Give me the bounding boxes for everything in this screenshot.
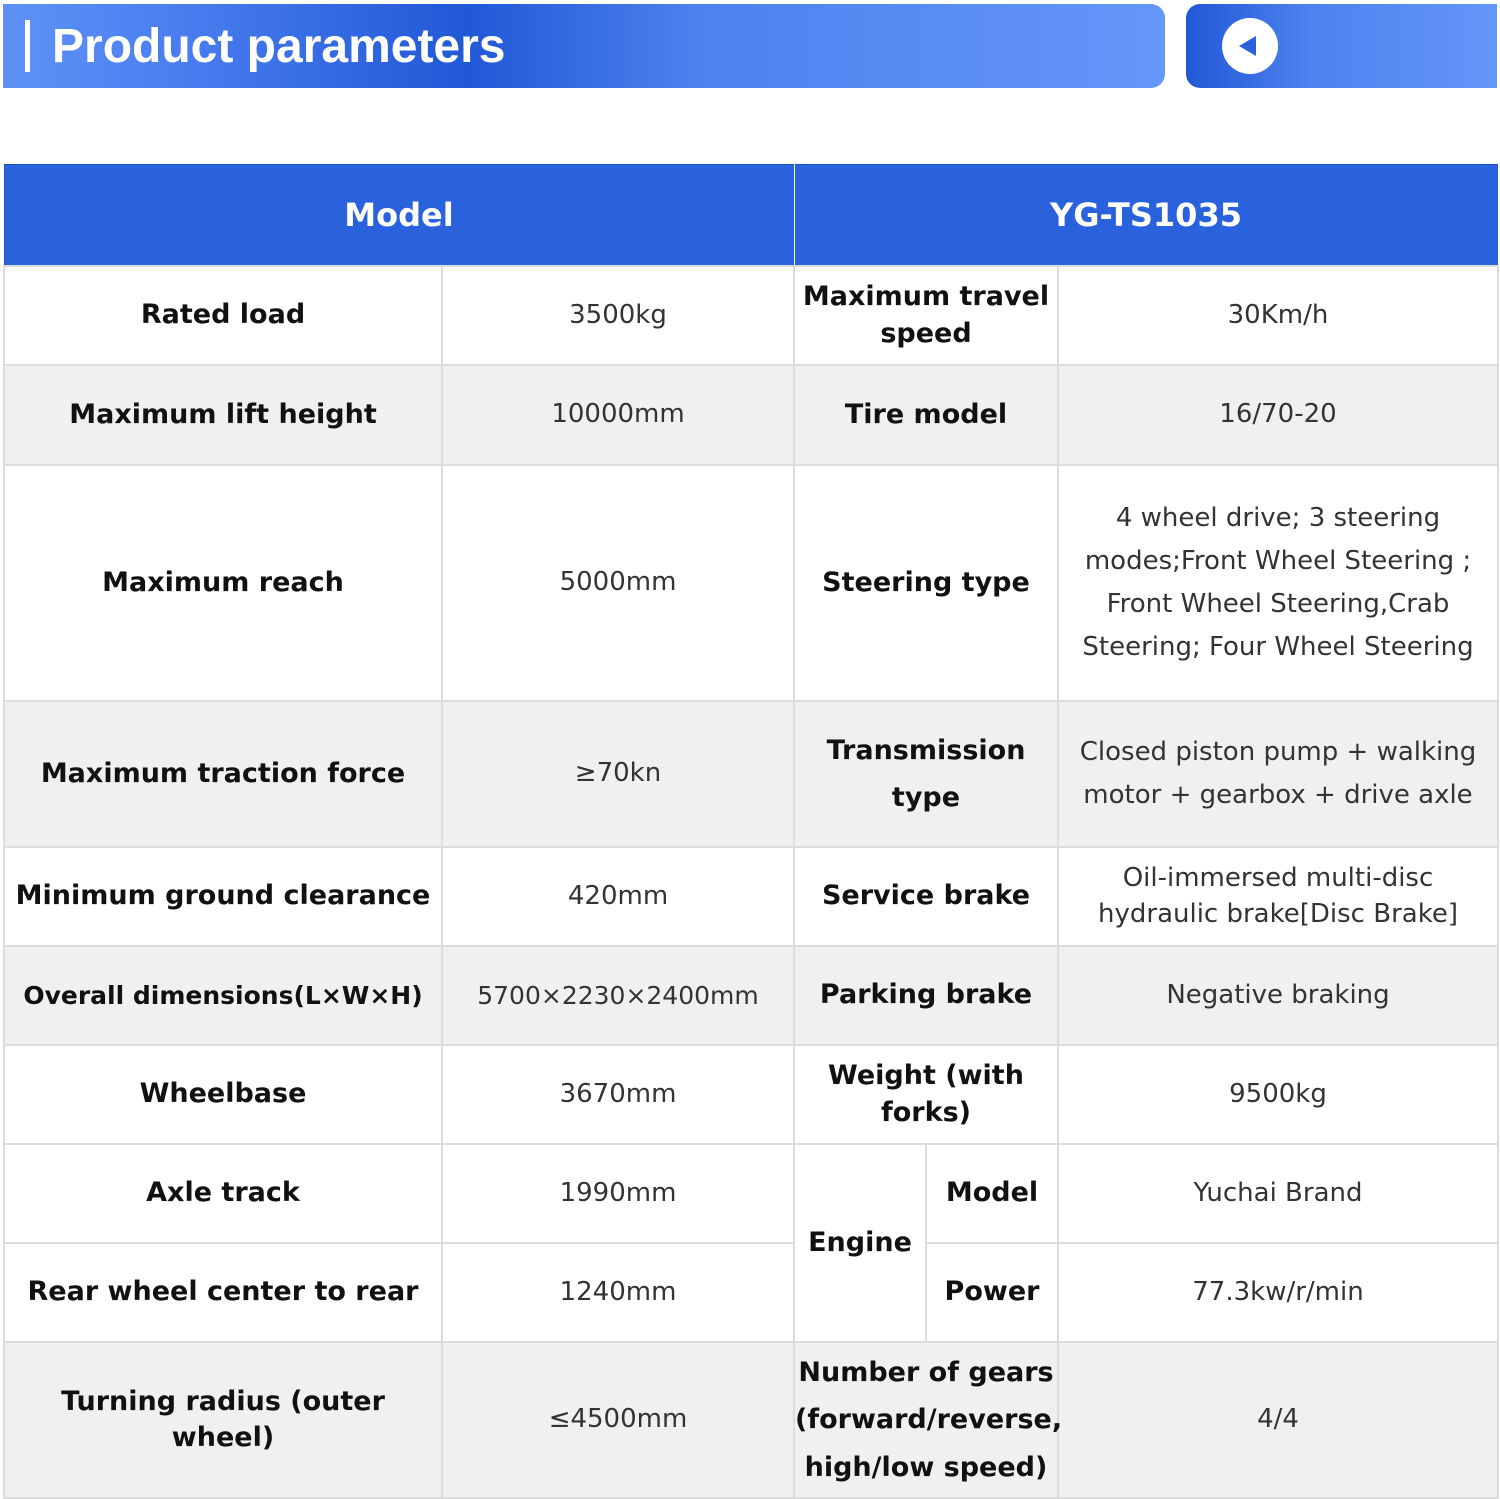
param-label: Parking brake xyxy=(793,945,1059,1046)
param-value: 77.3kw/r/min xyxy=(1057,1242,1499,1343)
table-row: Rear wheel center to rear 1240mm Power 77.3… xyxy=(3,1242,1499,1343)
parameters-table: Model YG-TS1035 Rated load 3500kg Maximum … xyxy=(3,164,1499,1499)
header-model: Model xyxy=(3,164,795,267)
param-value: Yuchai Brand xyxy=(1057,1143,1499,1244)
table-row: Turning radius (outer wheel) ≤4500mm Numbe… xyxy=(3,1341,1499,1499)
param-value: 16/70-20 xyxy=(1057,364,1499,466)
table-row: Rated load 3500kg Maximum travel speed 30Km… xyxy=(3,265,1499,366)
section-header-banner: Product parameters xyxy=(3,4,1165,88)
param-value: 3500kg xyxy=(441,265,795,366)
param-label: Transmission type xyxy=(793,700,1059,848)
param-value: Negative braking xyxy=(1057,945,1499,1046)
table-row: Axle track 1990mm Engine Model Yuchai Brand xyxy=(3,1143,1499,1343)
param-value: 4/4 xyxy=(1057,1341,1499,1499)
param-label: Rated load xyxy=(3,265,443,366)
param-value: 5700×2230×2400mm xyxy=(441,945,795,1046)
table-row: Maximum reach 5000mm Steering type 4 wheel … xyxy=(3,464,1499,702)
param-label: Weight (with forks) xyxy=(793,1044,1059,1145)
table-row: Maximum lift height 10000mm Tire model 16/7… xyxy=(3,364,1499,466)
param-value: 1990mm xyxy=(441,1143,795,1244)
param-label: Turning radius (outer wheel) xyxy=(3,1341,443,1499)
param-label: Power xyxy=(925,1242,1059,1343)
table-row: Overall dimensions(L×W×H) 5700×2230×2400m… xyxy=(3,945,1499,1046)
section-title: Product parameters xyxy=(52,19,506,73)
engine-group-label: Engine xyxy=(793,1143,927,1343)
param-value: 9500kg xyxy=(1057,1044,1499,1145)
table-row: Maximum traction force ≥70kn Transmission … xyxy=(3,700,1499,848)
table-row: Wheelbase 3670mm Weight (with forks) 9500kg xyxy=(3,1044,1499,1145)
param-value: 10000mm xyxy=(441,364,795,466)
param-value: 3670mm xyxy=(441,1044,795,1145)
param-label: Maximum lift height xyxy=(3,364,443,466)
param-label: Overall dimensions(L×W×H) xyxy=(3,945,443,1046)
param-value: 30Km/h xyxy=(1057,265,1499,366)
param-label: Tire model xyxy=(793,364,1059,466)
param-label: Minimum ground clearance xyxy=(3,846,443,947)
param-label: Model xyxy=(925,1143,1059,1244)
param-label: Maximum traction force xyxy=(3,700,443,848)
param-value: 420mm xyxy=(441,846,795,947)
param-label: Wheelbase xyxy=(3,1044,443,1145)
header-model-value: YG-TS1035 xyxy=(793,164,1499,267)
param-label: Maximum reach xyxy=(3,464,443,702)
back-button[interactable] xyxy=(1186,4,1497,88)
param-label: Number of gears (forward/reverse, high/l… xyxy=(793,1341,1062,1499)
back-arrow-circle-icon xyxy=(1222,18,1278,74)
param-value: 1240mm xyxy=(441,1242,795,1343)
param-label: Service brake xyxy=(793,846,1059,947)
param-value: 5000mm xyxy=(441,464,795,702)
title-accent-bar xyxy=(25,20,30,72)
param-label: Steering type xyxy=(793,464,1059,702)
table-header-row: Model YG-TS1035 xyxy=(3,164,1499,267)
param-value: Closed piston pump + walking motor + gea… xyxy=(1057,700,1499,848)
param-label: Maximum travel speed xyxy=(793,265,1059,366)
param-label: Rear wheel center to rear xyxy=(3,1242,443,1343)
param-value: ≥70kn xyxy=(441,700,795,848)
param-value: Oil-immersed multi-disc hydraulic brake[… xyxy=(1057,846,1499,947)
param-label: Axle track xyxy=(3,1143,443,1244)
param-value: 4 wheel drive; 3 steering modes;Front Wh… xyxy=(1057,464,1499,702)
table-row: Minimum ground clearance 420mm Service bra… xyxy=(3,846,1499,947)
param-value: ≤4500mm xyxy=(441,1341,795,1499)
